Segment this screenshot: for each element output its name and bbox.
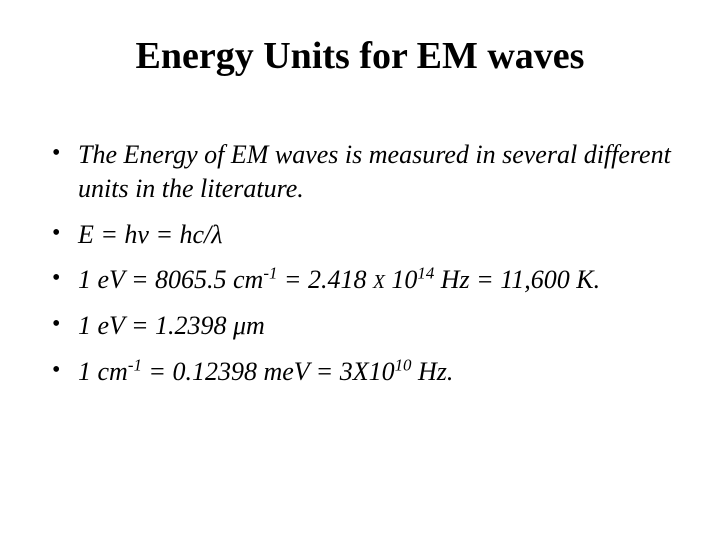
bullet-item: 1 eV = 1.2398 μm bbox=[48, 309, 672, 343]
bullet-text-segment: 1 eV = 8065.5 cm bbox=[78, 265, 263, 294]
bullet-item: 1 eV = 8065.5 cm-1 = 2.418 X 1014 Hz = 1… bbox=[48, 263, 672, 297]
bullet-list: The Energy of EM waves is measured in se… bbox=[48, 138, 672, 389]
bullet-text-segment: 10 bbox=[385, 265, 418, 294]
bullet-text-segment: -1 bbox=[128, 355, 142, 374]
bullet-text-segment: The Energy of EM waves is measured in se… bbox=[78, 140, 671, 203]
bullet-item: The Energy of EM waves is measured in se… bbox=[48, 138, 672, 206]
bullet-item: 1 cm-1 = 0.12398 meV = 3X1010 Hz. bbox=[48, 355, 672, 389]
slide-title: Energy Units for EM waves bbox=[48, 34, 672, 78]
slide: Energy Units for EM waves The Energy of … bbox=[0, 0, 720, 540]
bullet-text-segment: = 0.12398 meV = 3X10 bbox=[142, 357, 395, 386]
bullet-text-segment: E = hν = hc/λ bbox=[78, 220, 223, 249]
bullet-text-segment: = 2.418 bbox=[277, 265, 373, 294]
bullet-text-segment: Hz. bbox=[412, 357, 454, 386]
bullet-text-segment: 14 bbox=[417, 264, 434, 283]
bullet-item: E = hν = hc/λ bbox=[48, 218, 672, 252]
bullet-text-segment: X bbox=[373, 272, 385, 293]
bullet-text-segment: -1 bbox=[263, 264, 277, 283]
bullet-text-segment: 10 bbox=[395, 355, 412, 374]
bullet-text-segment: 1 cm bbox=[78, 357, 128, 386]
bullet-text-segment: Hz = 11,600 K. bbox=[434, 265, 600, 294]
bullet-text-segment: 1 eV = 1.2398 μm bbox=[78, 311, 265, 340]
